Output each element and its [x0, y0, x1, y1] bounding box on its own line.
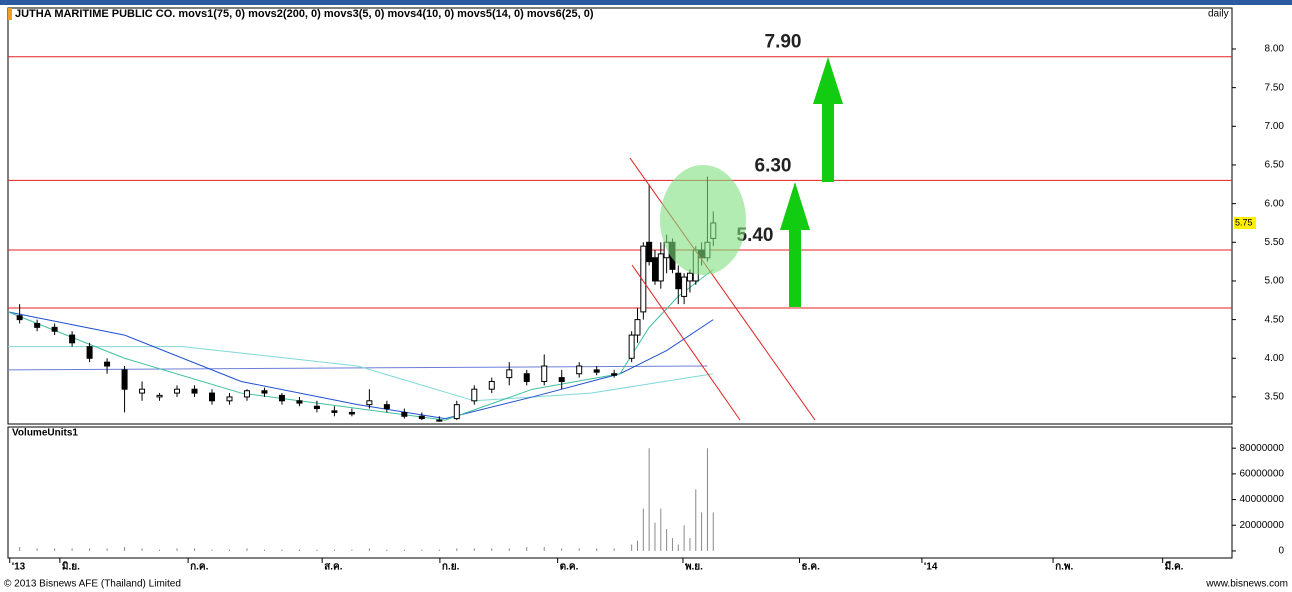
candle-body	[313, 405, 320, 410]
x-tick-label: ก.พ.	[1055, 562, 1073, 573]
x-tick-label: ต.ค.	[560, 562, 579, 573]
candle-body	[296, 400, 303, 404]
arrow	[780, 182, 810, 307]
candle-body	[278, 394, 285, 402]
candle-body	[453, 404, 460, 420]
candle-body	[686, 272, 693, 282]
moving-average	[7, 268, 714, 421]
candle-body	[69, 334, 76, 344]
chart-title: JUTHA MARITIME PUBLIC CO. movs1(75, 0) m…	[15, 8, 594, 20]
volume-tick-label: 40000000	[1240, 494, 1285, 505]
candle-body	[628, 334, 635, 359]
candle-body	[383, 404, 390, 410]
y-tick-label: 7.00	[1265, 121, 1285, 132]
y-tick-label: 4.50	[1265, 314, 1285, 325]
volume-tick-label: 0	[1278, 546, 1284, 557]
level-label: 6.30	[755, 155, 792, 176]
plot: 3.50 4.00 4.50 5.00 5.50 6.00 6.50 7.00 7.50 8.00…	[7, 32, 1285, 573]
candle-body	[51, 326, 58, 332]
x-tick-label: ส.ค.	[324, 562, 343, 573]
candle-body	[558, 377, 565, 382]
period-label: daily	[1208, 9, 1229, 20]
candle-body	[348, 411, 355, 415]
candle-body	[593, 369, 600, 373]
candle-body	[471, 388, 478, 402]
candle-body	[139, 388, 146, 394]
y-tick-label: 6.00	[1265, 198, 1285, 209]
top-bar	[0, 0, 1292, 5]
candle-body	[104, 361, 111, 367]
candle-body	[16, 315, 23, 321]
candle-body	[366, 400, 373, 406]
candle-body	[156, 394, 163, 398]
candle-body	[191, 388, 198, 394]
y-tick-label: 3.50	[1265, 392, 1285, 403]
x-tick-label: '14	[924, 562, 938, 573]
channel-line	[629, 157, 816, 421]
y-tick-label: 8.00	[1265, 44, 1285, 55]
x-tick-label: '13	[12, 562, 26, 573]
website: www.bisnews.com	[1205, 579, 1288, 590]
highlight-circle	[660, 165, 746, 275]
copyright: © 2013 Bisnews AFE (Thailand) Limited	[4, 579, 181, 590]
volume-tick-label: 60000000	[1240, 469, 1285, 480]
candle-body	[657, 253, 664, 282]
candle-body	[174, 388, 181, 394]
y-tick-label: 6.50	[1265, 160, 1285, 171]
candle-body	[611, 373, 618, 376]
candle-body	[436, 419, 443, 422]
candle-body	[226, 396, 233, 402]
y-tick-label: 5.50	[1265, 237, 1285, 248]
last-price-box	[1234, 216, 1256, 229]
candle-body	[576, 365, 583, 375]
candle-body	[401, 411, 408, 417]
volume-panel	[7, 426, 1233, 559]
price-panel	[7, 7, 1233, 425]
candle-body	[506, 369, 513, 379]
candle-body	[418, 415, 425, 420]
candle-body	[209, 392, 215, 402]
x-tick-label: มิ.ย.	[62, 561, 80, 573]
volume-tick-label: 20000000	[1240, 520, 1285, 531]
candle-body	[651, 257, 658, 282]
candle-body	[523, 373, 530, 382]
candle-body	[488, 380, 495, 390]
volume-title: VolumeUnits1	[12, 428, 78, 439]
candle-body	[261, 390, 268, 394]
y-tick-label: 4.00	[1265, 353, 1285, 364]
candle-body	[331, 410, 338, 413]
volume-tick-label: 80000000	[1240, 443, 1285, 454]
candle-body	[681, 276, 688, 297]
candle-body	[646, 241, 653, 263]
title-marker	[8, 8, 12, 20]
candle-body	[675, 272, 682, 290]
x-tick-label: ก.ย.	[442, 562, 460, 573]
moving-average	[7, 311, 714, 420]
candle-body	[541, 365, 548, 382]
candle-body	[121, 369, 128, 390]
x-tick-label: มี.ค.	[1165, 561, 1184, 573]
channel-line	[631, 264, 741, 421]
level-label: 5.40	[737, 225, 774, 246]
arrow	[813, 57, 843, 182]
candle-body	[640, 245, 647, 313]
candle-body	[86, 346, 93, 359]
last-price-label: 5.75	[1235, 217, 1253, 227]
x-tick-label: พ.ย.	[685, 562, 703, 573]
y-tick-label: 7.50	[1265, 82, 1285, 93]
candle-body	[34, 322, 41, 328]
y-tick-label: 5.00	[1265, 276, 1285, 287]
x-tick-label: ธ.ค.	[802, 562, 821, 573]
candle-body	[634, 319, 641, 336]
x-tick-label: ก.ค.	[190, 562, 209, 573]
level-label: 7.90	[765, 32, 802, 53]
candle-body	[243, 390, 250, 398]
